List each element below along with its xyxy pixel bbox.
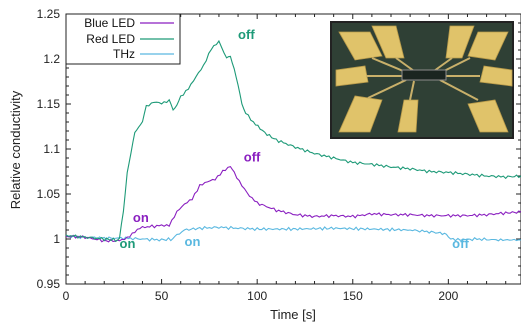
annotation-on: on: [133, 210, 149, 225]
inset-pad: [338, 95, 383, 133]
x-tick-label: 50: [155, 289, 169, 303]
device-micrograph-image: [330, 21, 514, 139]
series-line-blue-led: [65, 165, 521, 243]
inset-channel: [401, 69, 447, 81]
legend: Blue LED Red LED THz: [65, 13, 181, 65]
y-tick-label: 0.95: [37, 277, 61, 291]
series-line-red-led: [65, 39, 521, 243]
legend-label-blue-led: Blue LED: [84, 16, 135, 30]
inset-pad: [445, 25, 475, 59]
inset-pad: [467, 31, 509, 61]
x-tick-label: 200: [438, 289, 458, 303]
annotation-on: on: [185, 234, 201, 249]
y-tick-label: 1.1: [43, 142, 60, 156]
y-tick-label: 1: [53, 232, 60, 246]
y-tick-labels: 0.95 1 1.05 1.1 1.15 1.2 1.25: [37, 7, 61, 291]
x-axis-label: Time [s]: [270, 307, 316, 322]
y-tick-label: 1.25: [37, 7, 61, 21]
series-lines: [65, 39, 521, 243]
annotation-off: off: [238, 27, 255, 42]
legend-label-red-led: Red LED: [86, 32, 135, 46]
inset-pad: [467, 99, 509, 133]
x-tick-labels: 0 50 100 150 200: [63, 289, 459, 303]
annotations: off off on on on off: [120, 27, 470, 251]
inset-pad: [335, 65, 369, 87]
annotation-off: off: [452, 236, 469, 251]
inset-pad: [338, 31, 383, 61]
annotation-on: on: [120, 236, 136, 251]
x-tick-label: 100: [247, 289, 267, 303]
y-tick-label: 1.15: [37, 97, 61, 111]
y-tick-label: 1.2: [43, 52, 60, 66]
x-tick-label: 150: [343, 289, 363, 303]
inset-pad: [371, 25, 405, 59]
y-tick-label: 1.05: [37, 187, 61, 201]
y-axis-label: Relative conductivity: [8, 90, 23, 209]
legend-label-thz: THz: [113, 47, 135, 61]
series-line-thz: [65, 225, 521, 242]
annotation-off: off: [244, 150, 261, 165]
x-tick-label: 0: [63, 289, 70, 303]
inset-pad: [479, 65, 513, 87]
inset-pad: [397, 99, 419, 133]
